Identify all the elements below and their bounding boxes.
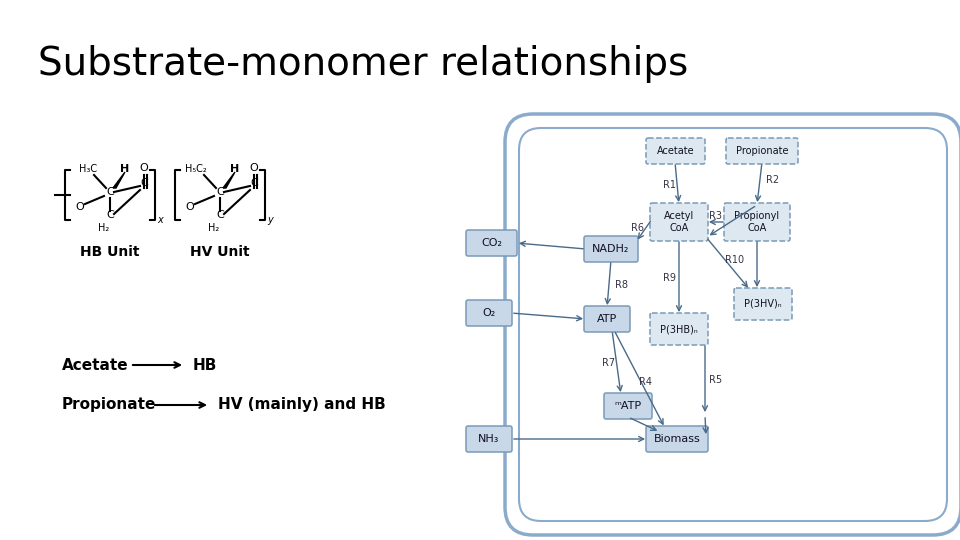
Text: Propionate: Propionate — [735, 146, 788, 156]
FancyBboxPatch shape — [724, 203, 790, 241]
Text: y: y — [267, 215, 273, 225]
Text: R3: R3 — [709, 211, 723, 221]
Text: H₂: H₂ — [98, 223, 109, 233]
Text: R6: R6 — [632, 223, 644, 233]
Text: R9: R9 — [662, 273, 676, 283]
Text: Propionate: Propionate — [62, 397, 156, 413]
Text: NADH₂: NADH₂ — [592, 244, 630, 254]
FancyBboxPatch shape — [604, 393, 652, 419]
FancyBboxPatch shape — [650, 313, 708, 345]
Text: HV Unit: HV Unit — [190, 245, 250, 259]
Text: R2: R2 — [766, 175, 780, 185]
Text: Propionyl: Propionyl — [734, 211, 780, 221]
Text: Acetate: Acetate — [657, 146, 694, 156]
Text: CoA: CoA — [669, 222, 688, 233]
FancyBboxPatch shape — [466, 426, 512, 452]
Text: C: C — [107, 210, 114, 220]
Text: R7: R7 — [603, 358, 615, 368]
Text: CoA: CoA — [748, 222, 767, 233]
Text: Acetyl: Acetyl — [664, 211, 694, 221]
Text: R10: R10 — [726, 255, 745, 265]
Text: C: C — [251, 178, 258, 188]
Text: H₂: H₂ — [208, 223, 220, 233]
Polygon shape — [113, 172, 125, 188]
Text: H: H — [120, 164, 130, 174]
Text: Substrate-monomer relationships: Substrate-monomer relationships — [38, 45, 688, 83]
Text: C: C — [216, 210, 224, 220]
Text: C: C — [216, 187, 224, 197]
Text: P(3HB)ₙ: P(3HB)ₙ — [660, 324, 698, 334]
Text: O: O — [76, 202, 84, 212]
Text: HB: HB — [193, 357, 217, 373]
Text: H₃C: H₃C — [79, 164, 97, 174]
FancyBboxPatch shape — [466, 300, 512, 326]
Text: Biomass: Biomass — [654, 434, 701, 444]
Text: P(3HV)ₙ: P(3HV)ₙ — [744, 299, 781, 309]
Text: NH₃: NH₃ — [478, 434, 500, 444]
Text: H: H — [230, 164, 240, 174]
FancyBboxPatch shape — [584, 236, 638, 262]
Text: CO₂: CO₂ — [481, 238, 502, 248]
FancyBboxPatch shape — [466, 230, 517, 256]
FancyBboxPatch shape — [646, 138, 705, 164]
FancyBboxPatch shape — [726, 138, 798, 164]
Text: R8: R8 — [615, 280, 629, 290]
Text: R4: R4 — [639, 377, 653, 387]
Polygon shape — [223, 172, 235, 188]
Text: HB Unit: HB Unit — [81, 245, 140, 259]
Text: ᵐATP: ᵐATP — [614, 401, 641, 411]
Text: H₅C₂: H₅C₂ — [185, 164, 206, 174]
Text: O: O — [185, 202, 194, 212]
Text: R1: R1 — [662, 180, 676, 190]
Text: ATP: ATP — [597, 314, 617, 324]
Text: HV (mainly) and HB: HV (mainly) and HB — [218, 397, 386, 413]
FancyBboxPatch shape — [734, 288, 792, 320]
Text: x: x — [157, 215, 163, 225]
Text: R5: R5 — [709, 375, 723, 385]
Text: C: C — [107, 187, 114, 197]
Text: O₂: O₂ — [482, 308, 495, 318]
Text: Acetate: Acetate — [62, 357, 129, 373]
FancyBboxPatch shape — [646, 426, 708, 452]
Text: C: C — [140, 178, 148, 188]
Text: O: O — [250, 163, 258, 173]
FancyBboxPatch shape — [650, 203, 708, 241]
FancyBboxPatch shape — [584, 306, 630, 332]
Text: O: O — [139, 163, 149, 173]
